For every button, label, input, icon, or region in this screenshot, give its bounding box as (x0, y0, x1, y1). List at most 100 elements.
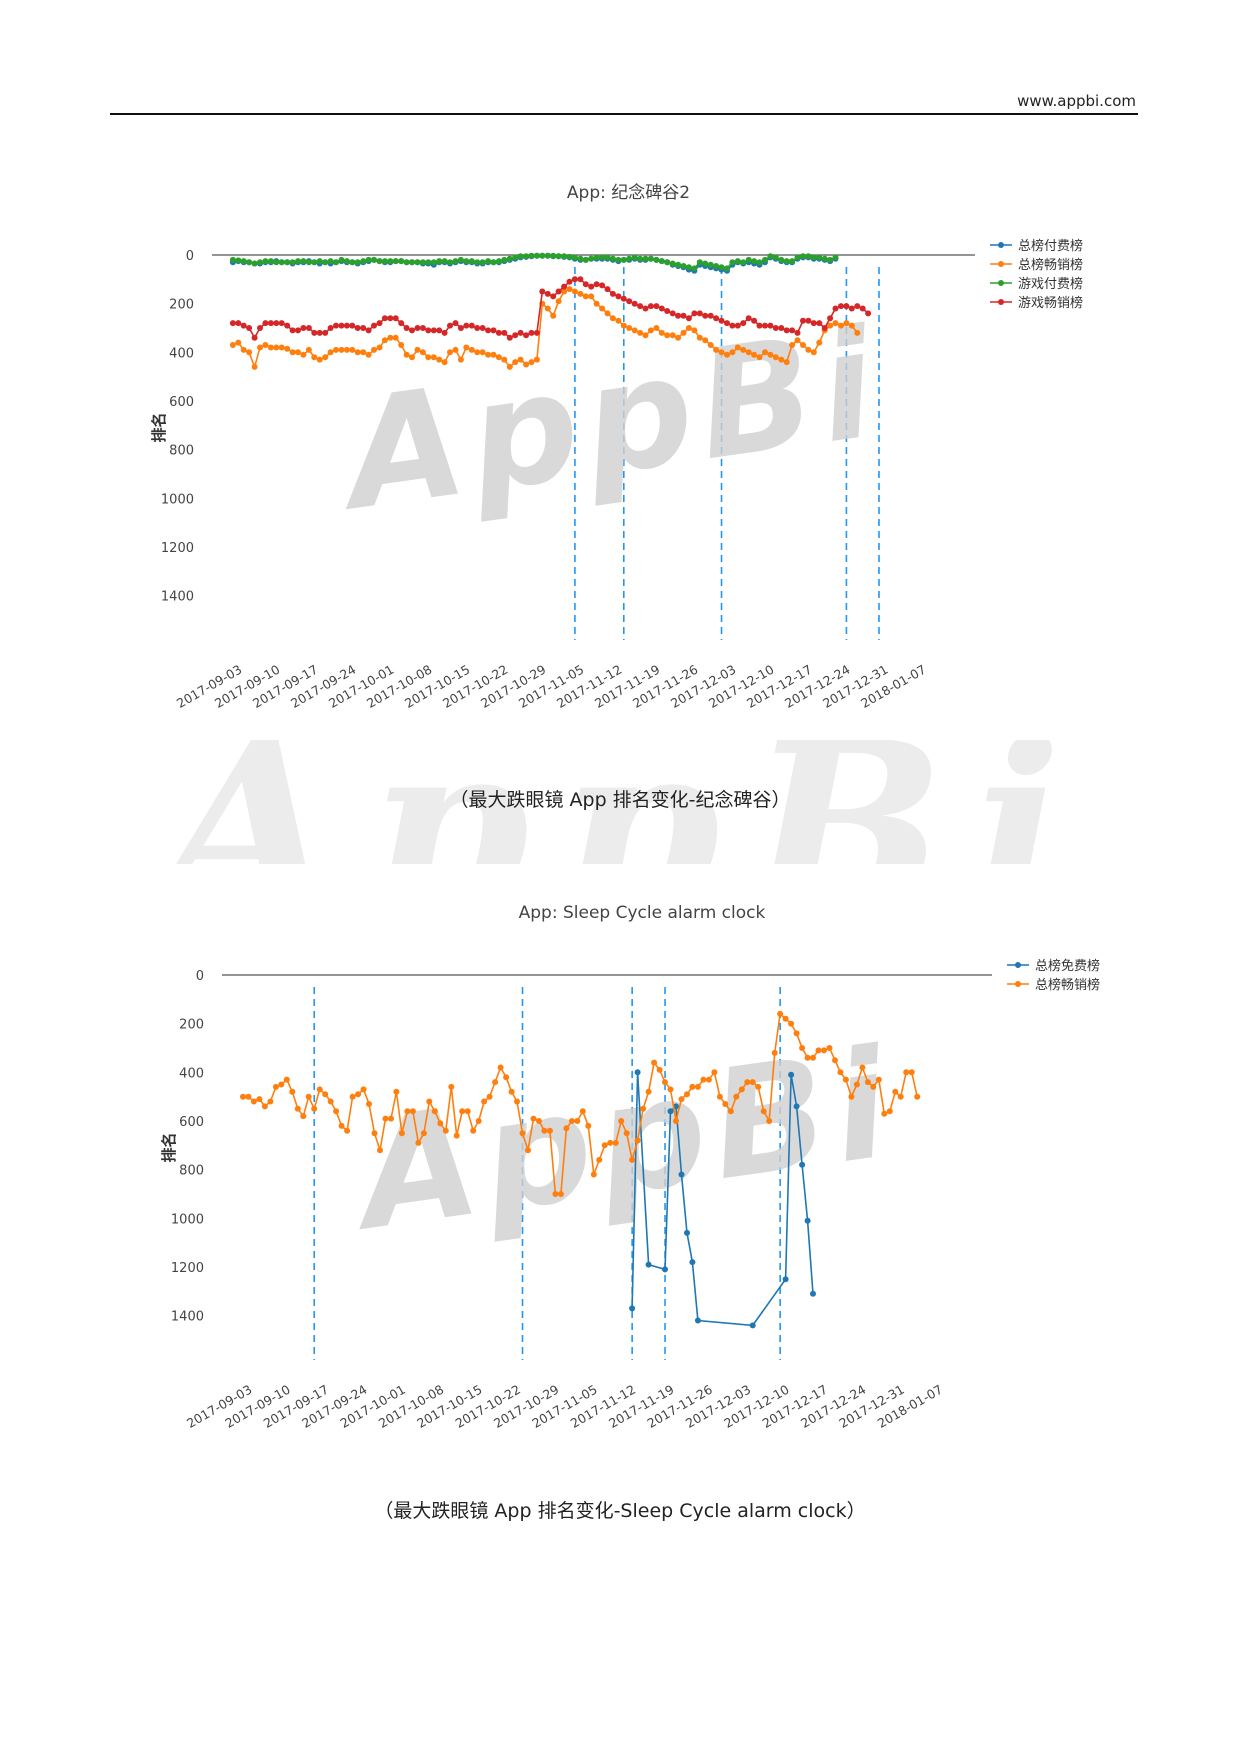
data-point (414, 259, 421, 266)
data-point (647, 327, 654, 334)
data-point (740, 320, 747, 327)
data-point (615, 256, 622, 263)
legend-label: 总榜免费榜 (1035, 958, 1100, 974)
data-point (804, 1217, 811, 1224)
data-point (599, 282, 606, 289)
data-point (767, 351, 774, 358)
data-point (464, 1108, 471, 1115)
data-point (474, 325, 481, 331)
data-point (490, 259, 497, 266)
data-point (848, 322, 855, 329)
data-point (311, 259, 318, 266)
data-point (705, 1076, 712, 1083)
data-point (250, 1098, 257, 1105)
data-point (691, 327, 698, 334)
data-point (588, 283, 595, 290)
data-point (240, 258, 247, 265)
data-point (284, 322, 291, 329)
data-point (772, 325, 779, 331)
data-point (680, 312, 687, 319)
data-point (729, 322, 736, 329)
y-tick-label: 0 (196, 969, 204, 984)
data-point (360, 1086, 367, 1093)
data-point (365, 327, 372, 334)
data-point (696, 310, 703, 317)
data-point (354, 349, 361, 356)
data-point (349, 346, 356, 353)
data-point (599, 305, 606, 312)
data-point (675, 334, 682, 341)
data-point (826, 1045, 833, 1051)
data-point (577, 276, 584, 283)
data-point (355, 1091, 362, 1098)
y-tick-label: 800 (169, 444, 194, 459)
data-point (311, 354, 318, 361)
data-point (577, 255, 584, 262)
data-point (832, 254, 839, 261)
data-point (783, 258, 790, 265)
data-point (338, 256, 345, 263)
data-point (508, 1088, 515, 1095)
data-point (495, 329, 502, 336)
data-point (767, 322, 774, 329)
data-point (327, 1098, 334, 1105)
data-point (810, 349, 817, 356)
data-point (517, 356, 524, 363)
data-point (550, 312, 557, 319)
data-point (278, 344, 285, 351)
data-point (561, 288, 568, 295)
caption-sleep-cycle: （最大跌眼镜 App 排名变化-Sleep Cycle alarm clock） (374, 1500, 866, 1522)
data-point (229, 342, 236, 348)
data-point (485, 258, 492, 265)
data-point (463, 322, 470, 329)
data-point (865, 310, 872, 317)
legend-marker (998, 299, 1004, 305)
data-point (881, 1110, 888, 1117)
data-point (832, 320, 839, 327)
data-point (343, 322, 350, 329)
site-url[interactable]: www.appbi.com (1017, 92, 1136, 110)
data-point (794, 254, 801, 261)
data-point (409, 327, 415, 334)
data-point (267, 258, 274, 265)
data-point (886, 1108, 893, 1115)
data-point (257, 259, 263, 266)
data-point (691, 310, 698, 317)
data-point (783, 359, 790, 366)
data-point (745, 349, 752, 356)
data-point (267, 320, 274, 327)
data-point (788, 1020, 795, 1027)
data-point (620, 295, 627, 302)
data-point (680, 329, 687, 336)
data-point (713, 315, 720, 322)
data-point (495, 354, 502, 361)
data-point (550, 252, 557, 259)
data-point (468, 322, 475, 329)
data-point (751, 317, 758, 324)
data-point (316, 329, 323, 336)
data-point (305, 1093, 312, 1100)
data-point (903, 1069, 910, 1076)
watermark-text: AppBi (340, 1017, 905, 1265)
data-point (463, 344, 470, 351)
data-point (716, 1093, 723, 1100)
data-point (539, 288, 546, 295)
legend-marker (1015, 962, 1021, 968)
data-point (566, 253, 573, 260)
data-point (229, 320, 236, 327)
data-point (316, 356, 323, 363)
data-point (563, 1125, 570, 1132)
data-point (788, 1071, 795, 1078)
data-point (525, 1147, 531, 1154)
data-point (651, 1059, 658, 1066)
data-point (544, 252, 551, 259)
data-point (626, 298, 633, 305)
data-point (601, 1142, 608, 1149)
data-point (615, 293, 622, 300)
data-point (848, 305, 855, 312)
y-axis-title: 排名 (160, 1132, 178, 1162)
data-point (685, 315, 692, 322)
data-point (810, 1290, 816, 1297)
data-point (696, 259, 703, 266)
data-point (278, 259, 285, 266)
